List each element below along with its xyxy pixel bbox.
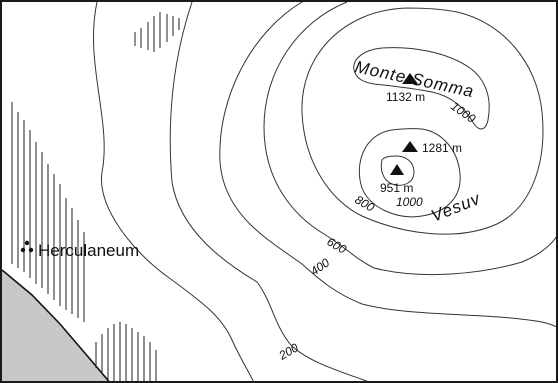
peak-elevation: 1132 m bbox=[386, 90, 425, 104]
hatch-top bbox=[134, 12, 180, 52]
contour-800 bbox=[301, 7, 544, 235]
contour-label: 600 bbox=[325, 234, 350, 256]
peak-triangle-icon bbox=[402, 141, 418, 152]
contour-outer-left bbox=[93, 2, 254, 381]
peak-elevation: 951 m bbox=[380, 181, 413, 195]
contour-1000-vesuv bbox=[358, 128, 461, 218]
contour-label: 400 bbox=[308, 255, 333, 278]
peak-triangle-icon bbox=[390, 164, 404, 175]
contour-400 bbox=[219, 2, 556, 328]
contour-600 bbox=[263, 2, 556, 276]
contour-1000-somma bbox=[353, 47, 490, 130]
vesuv-label: Vesuv bbox=[428, 189, 483, 226]
peak-triangle-icon bbox=[402, 73, 418, 84]
contour-label: 1000 bbox=[396, 195, 423, 209]
contour-200 bbox=[169, 2, 368, 381]
sea-area bbox=[2, 270, 109, 381]
peak-elevation: 1281 m bbox=[422, 141, 462, 155]
contour-label: 200 bbox=[276, 340, 301, 363]
hatch-left bbox=[11, 102, 85, 322]
ancient-site-icon bbox=[20, 240, 34, 253]
hatch-bottom bbox=[95, 322, 157, 381]
contour-label: 800 bbox=[353, 192, 378, 214]
coastline bbox=[2, 269, 110, 381]
contour-label: 1000 bbox=[448, 99, 478, 126]
contour-crater bbox=[380, 155, 415, 186]
herculaneum-label: Herculaneum bbox=[38, 241, 139, 260]
